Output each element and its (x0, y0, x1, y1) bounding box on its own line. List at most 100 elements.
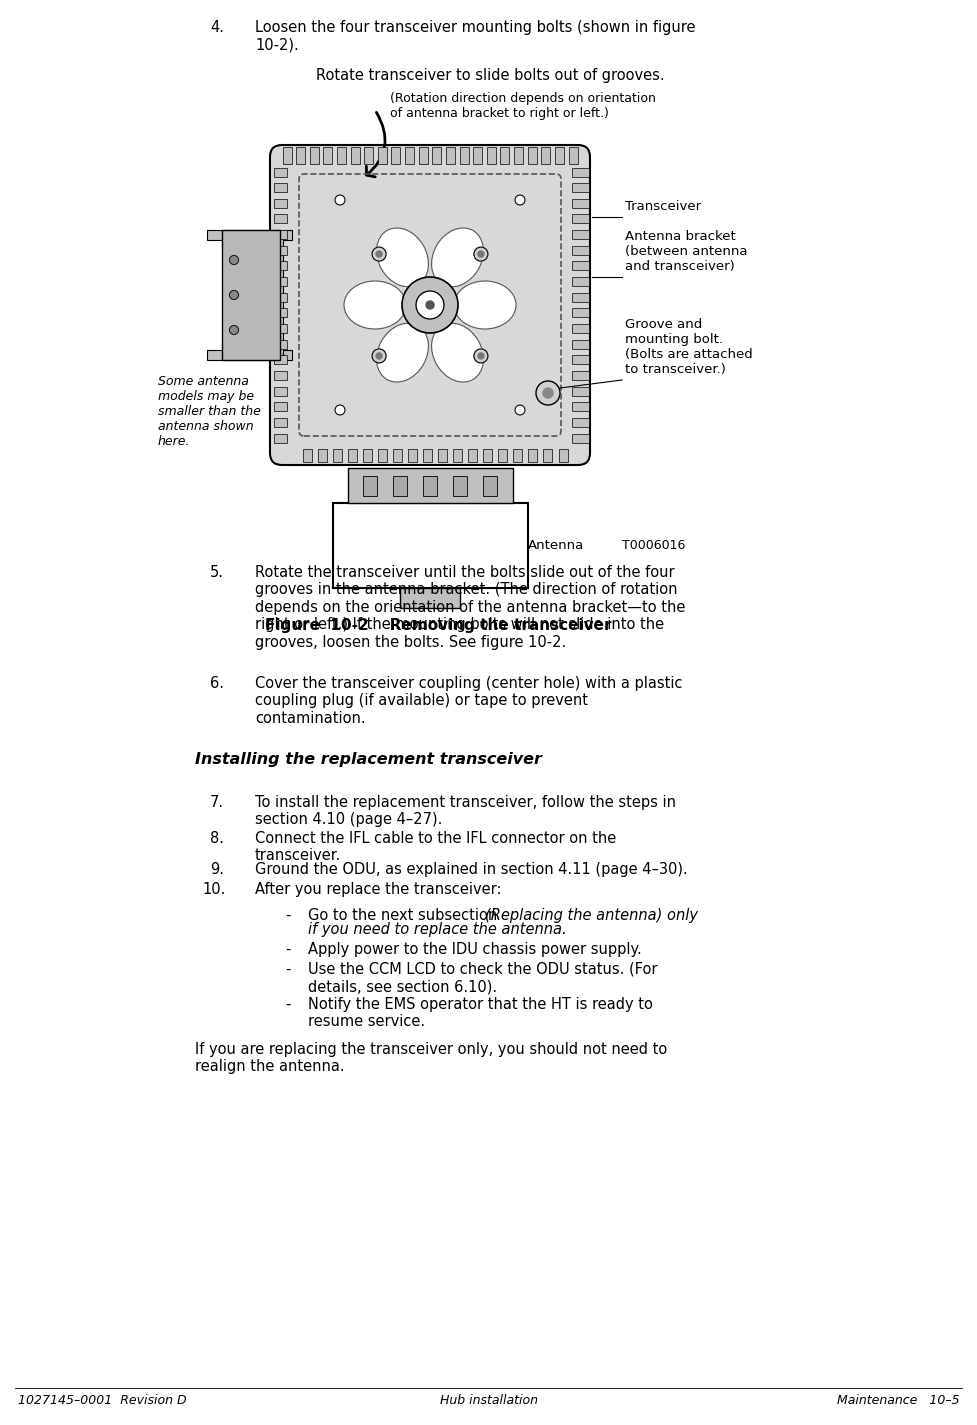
Bar (274, 229, 286, 239)
Bar (500, 147, 509, 164)
Text: -: - (285, 942, 290, 958)
Text: -: - (285, 997, 290, 1012)
Bar (569, 147, 577, 164)
Bar (274, 370, 286, 380)
Bar (572, 355, 588, 365)
Ellipse shape (454, 281, 516, 329)
Text: Cover the transceiver coupling (center hole) with a plastic
coupling plug (if av: Cover the transceiver coupling (center h… (255, 675, 683, 725)
Ellipse shape (376, 228, 429, 286)
Bar (452, 476, 466, 496)
Bar (207, 351, 292, 361)
Circle shape (376, 251, 382, 256)
Bar (473, 147, 483, 164)
Bar (323, 147, 332, 164)
Bar (274, 200, 286, 208)
Bar (572, 229, 588, 239)
Text: (Replacing the antenna) only: (Replacing the antenna) only (485, 908, 698, 923)
Bar (572, 168, 588, 177)
Bar (378, 147, 387, 164)
Bar (362, 476, 376, 496)
Circle shape (376, 353, 382, 359)
Bar (400, 589, 460, 608)
Bar (572, 292, 588, 302)
Bar (438, 449, 447, 462)
Bar (513, 449, 523, 462)
Bar (572, 370, 588, 380)
Text: 5.: 5. (210, 564, 224, 580)
Text: Notify the EMS operator that the HT is ready to
resume service.: Notify the EMS operator that the HT is r… (308, 997, 653, 1029)
Text: 9.: 9. (210, 862, 224, 876)
Ellipse shape (376, 323, 429, 382)
Bar (572, 402, 588, 412)
Bar (274, 386, 286, 396)
Circle shape (426, 301, 434, 309)
Bar (528, 147, 536, 164)
Bar (572, 308, 588, 318)
Bar (274, 261, 286, 271)
Text: Apply power to the IDU chassis power supply.: Apply power to the IDU chassis power sup… (308, 942, 642, 958)
Bar (274, 323, 286, 333)
Bar (484, 449, 492, 462)
Text: To install the replacement transceiver, follow the steps in
section 4.10 (page 4: To install the replacement transceiver, … (255, 795, 676, 828)
Circle shape (230, 325, 238, 335)
Bar (483, 476, 496, 496)
Bar (514, 147, 523, 164)
Text: 4.: 4. (210, 20, 224, 36)
Text: 7.: 7. (210, 795, 224, 809)
Bar (541, 147, 550, 164)
Bar (408, 449, 417, 462)
Text: T0006016: T0006016 (622, 539, 686, 551)
Bar (348, 467, 513, 503)
Bar (419, 147, 428, 164)
Bar (274, 214, 286, 224)
Text: 10.: 10. (202, 882, 226, 896)
Bar (296, 147, 305, 164)
Bar (274, 292, 286, 302)
Bar (274, 308, 286, 318)
Circle shape (372, 349, 386, 363)
Text: 8.: 8. (210, 831, 224, 846)
Bar (364, 147, 373, 164)
Bar (572, 433, 588, 443)
Bar (393, 476, 406, 496)
Bar (274, 245, 286, 255)
Text: Rotate the transceiver until the bolts slide out of the four
grooves in the ante: Rotate the transceiver until the bolts s… (255, 564, 686, 650)
Bar (274, 184, 286, 192)
Bar (432, 147, 442, 164)
Circle shape (230, 291, 238, 299)
Circle shape (515, 405, 525, 415)
Bar (446, 147, 455, 164)
Circle shape (416, 291, 444, 319)
Circle shape (536, 380, 560, 405)
Text: Ground the ODU, as explained in section 4.11 (page 4–30).: Ground the ODU, as explained in section … (255, 862, 688, 876)
Bar (572, 261, 588, 271)
Text: Antenna: Antenna (528, 539, 583, 551)
FancyBboxPatch shape (270, 145, 590, 465)
Bar (572, 323, 588, 333)
Bar (378, 449, 387, 462)
Text: 6.: 6. (210, 675, 224, 691)
Bar (423, 449, 432, 462)
Bar (392, 147, 401, 164)
Bar (207, 229, 292, 239)
Text: Transceiver: Transceiver (625, 200, 701, 212)
Bar (332, 503, 528, 589)
Circle shape (335, 405, 345, 415)
Circle shape (478, 353, 484, 359)
Bar (274, 402, 286, 412)
Text: Antenna bracket
(between antenna
and transceiver): Antenna bracket (between antenna and tra… (625, 229, 747, 274)
Bar (274, 276, 286, 286)
Bar (572, 339, 588, 349)
Text: Hub installation: Hub installation (440, 1394, 537, 1406)
Ellipse shape (432, 323, 484, 382)
Bar (453, 449, 462, 462)
Text: Installing the replacement transceiver: Installing the replacement transceiver (195, 752, 542, 767)
Circle shape (515, 195, 525, 205)
Circle shape (335, 195, 345, 205)
Text: -: - (285, 908, 290, 923)
Bar (337, 147, 346, 164)
Ellipse shape (432, 228, 484, 286)
Text: Rotate transceiver to slide bolts out of grooves.: Rotate transceiver to slide bolts out of… (316, 68, 664, 83)
Bar (274, 418, 286, 428)
Bar (459, 147, 469, 164)
